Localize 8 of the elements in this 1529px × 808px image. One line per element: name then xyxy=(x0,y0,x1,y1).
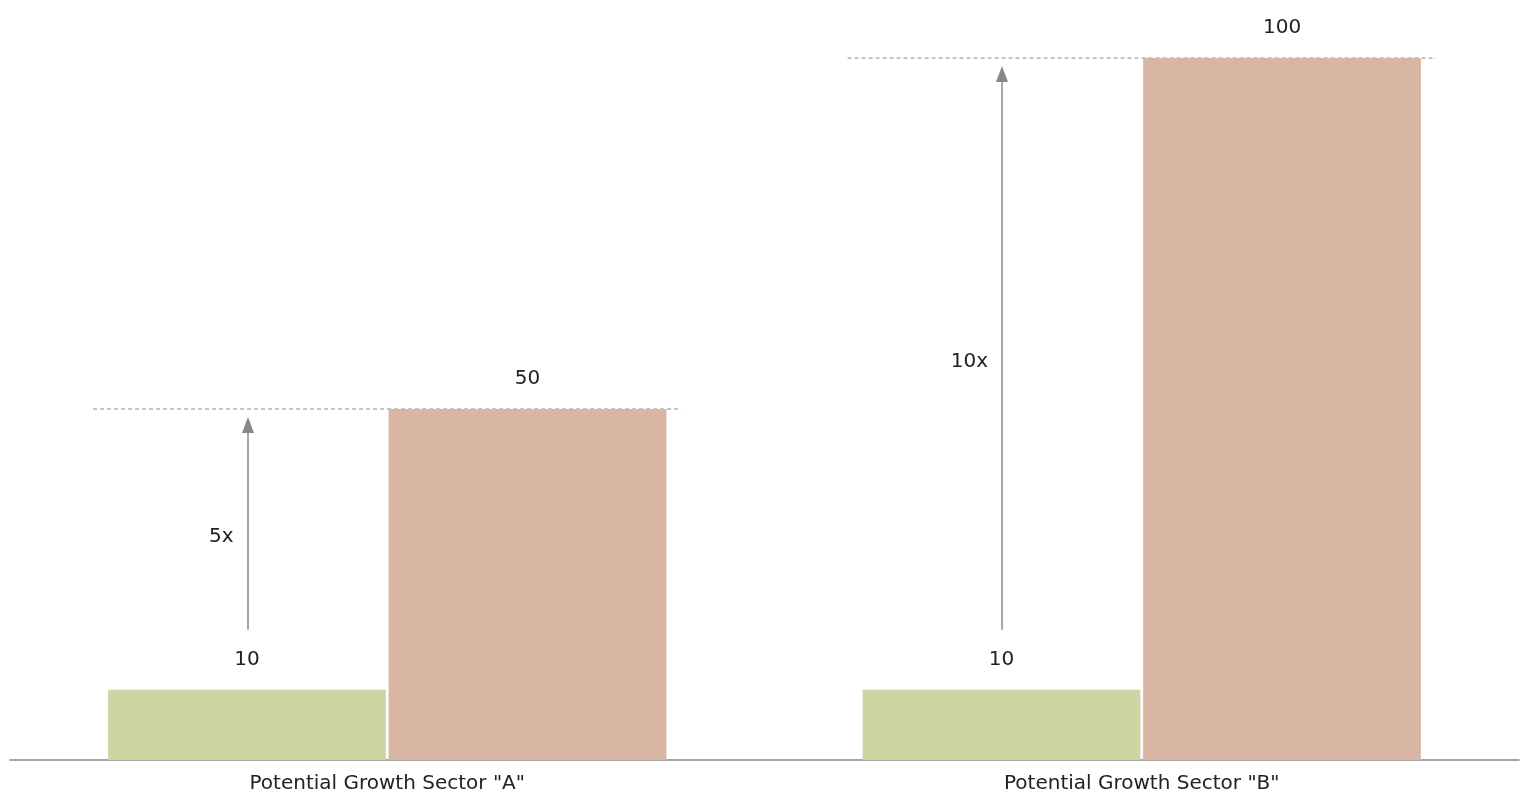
data-label: 10 xyxy=(234,645,260,670)
data-label: 100 xyxy=(1262,14,1302,38)
annotation: 5x xyxy=(209,523,234,548)
data-label: 50 xyxy=(514,365,541,389)
annotation: 10x xyxy=(950,347,989,372)
data-label: 10 xyxy=(988,645,1015,670)
x-tick-label: Potential Growth Sector "A" xyxy=(249,770,525,794)
x-tick-label: Potential Growth Sector "B" xyxy=(1004,770,1280,794)
